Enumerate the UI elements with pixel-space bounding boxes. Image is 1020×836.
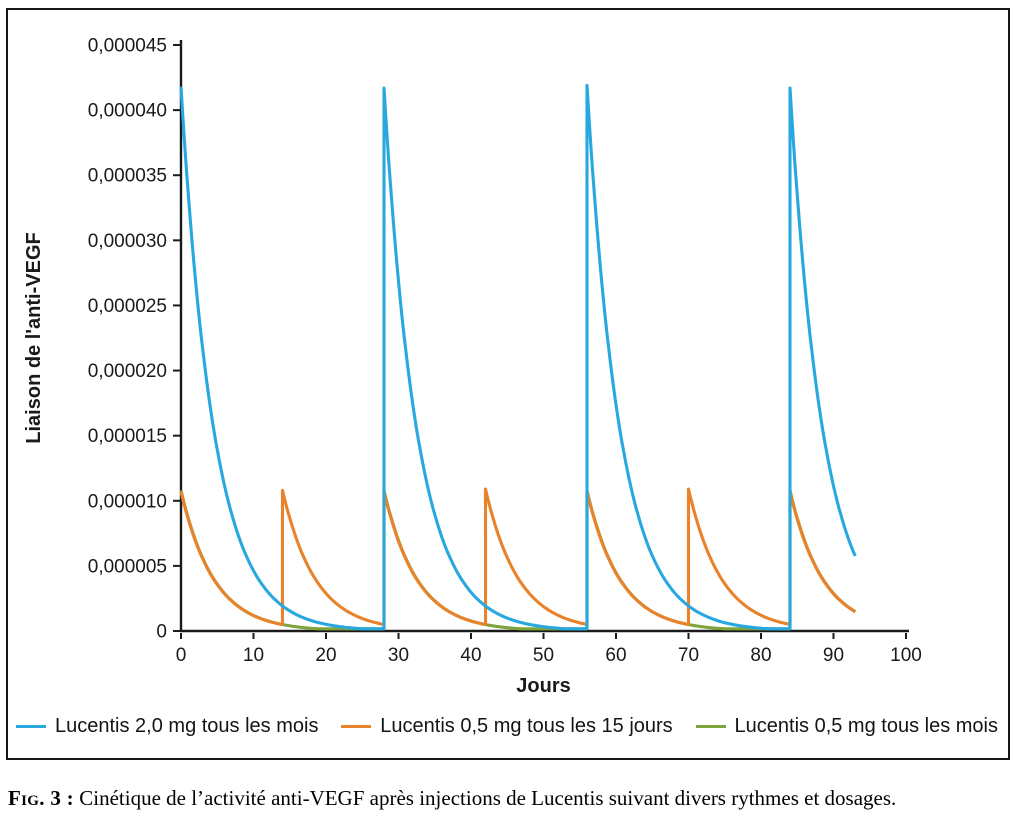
y-tick-label: 0,000005: [88, 556, 167, 577]
legend-item: Lucentis 0,5 mg tous les mois: [695, 714, 998, 738]
caption-text: Cinétique de l’activité anti-VEGF après …: [79, 786, 897, 810]
y-tick-label: 0,000020: [88, 361, 167, 382]
legend-swatch: [341, 724, 372, 728]
series-line-1: [179, 487, 857, 627]
legend-label: Lucentis 0,5 mg tous les 15 jours: [380, 714, 673, 737]
x-tick-label: 30: [388, 645, 409, 666]
y-tick-label: 0,000040: [88, 101, 167, 122]
x-tick-label: 40: [460, 645, 481, 666]
series-line-2: [179, 83, 857, 631]
x-tick-label: 0: [176, 645, 187, 666]
figure-frame: [6, 8, 1010, 760]
chart-legend: Lucentis 2,0 mg tous les mois Lucentis 0…: [16, 706, 998, 746]
x-tick-label: 90: [823, 645, 844, 666]
caption-label: Fig. 3 :: [8, 786, 74, 810]
legend-label: Lucentis 0,5 mg tous les mois: [734, 714, 998, 737]
x-tick-label: 80: [750, 645, 771, 666]
y-tick-label: 0,000030: [88, 231, 167, 252]
x-tick-label: 20: [315, 645, 336, 666]
y-tick-label: 0,000010: [88, 491, 167, 512]
x-tick-label: 100: [890, 645, 922, 666]
x-tick-label: 10: [243, 645, 264, 666]
y-tick-label: 0,000015: [88, 426, 167, 447]
series-line-0: [179, 488, 857, 631]
y-tick-label: 0,000045: [88, 36, 167, 57]
y-tick-label: 0,000025: [88, 296, 167, 317]
legend-label: Lucentis 2,0 mg tous les mois: [55, 714, 319, 737]
y-tick-label: 0: [156, 622, 167, 643]
x-tick-label: 50: [533, 645, 554, 666]
y-tick-label: 0,000035: [88, 166, 167, 187]
x-tick-label: 60: [605, 645, 626, 666]
legend-item: Lucentis 2,0 mg tous les mois: [16, 715, 318, 738]
figure-caption: Fig. 3 : Cinétique de l’activité anti-VE…: [8, 784, 1012, 812]
legend-swatch: [16, 724, 46, 728]
x-tick-label: 70: [678, 645, 699, 666]
legend-swatch: [695, 724, 726, 728]
y-axis-title: Liaison de l'anti-VEGF: [23, 232, 45, 443]
x-axis-title: Jours: [516, 675, 570, 697]
legend-item: Lucentis 0,5 mg tous les 15 jours: [341, 714, 673, 738]
